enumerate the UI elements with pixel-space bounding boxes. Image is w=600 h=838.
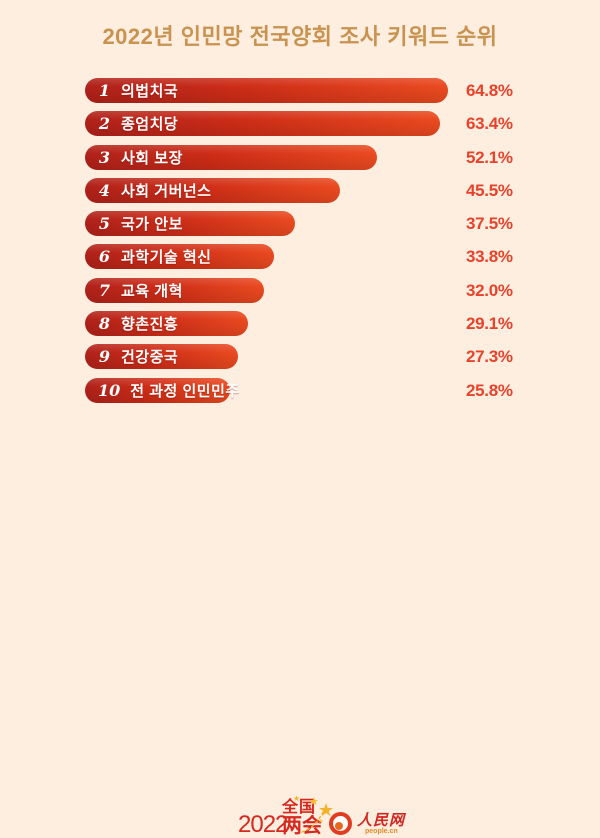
rank-number: 1	[98, 81, 111, 100]
percent-value: 33.8%	[466, 247, 513, 267]
keyword-label: 전 과정 인민민주	[130, 382, 240, 400]
bar-row: 4 사회 거버넌스 45.5%	[0, 177, 600, 203]
keyword-label: 향촌진흥	[121, 316, 179, 334]
infographic-page: 2022년 인민망 전국양회 조사 키워드 순위 1 의법치국 64.8% 2 …	[0, 24, 600, 837]
percent-value: 29.1%	[466, 314, 513, 334]
rank-number: 9	[98, 347, 111, 367]
rank-number: 3	[98, 147, 111, 167]
bar-row: 7 교육 개혁 32.0%	[0, 277, 600, 303]
rank-bar: 6 과학기술 혁신	[85, 244, 275, 270]
peoplecn-domain: people.cn	[365, 828, 398, 835]
rank-number: 2	[98, 114, 111, 134]
percent-value: 45.5%	[466, 180, 513, 200]
percent-value: 37.5%	[466, 214, 513, 234]
footer-logo: 2022 全国 两会 ★ ★ ★ ★ 人民网 people.cn	[0, 398, 600, 837]
keyword-label: 건강중국	[121, 349, 179, 367]
bar-row: 6 과학기술 혁신 33.8%	[0, 244, 600, 270]
bar-row: 1 의법치국 64.8%	[0, 78, 600, 103]
page-title: 2022년 인민망 전국양회 조사 키워드 순위	[102, 24, 498, 49]
logo-quanguo-text: 全国	[282, 799, 317, 816]
rank-bar: 8 향촌진흥	[85, 311, 248, 337]
bar-row: 10 전 과정 인민민주 25.8%	[0, 377, 600, 403]
keyword-label: 교육 개혁	[121, 282, 183, 300]
rank-bar: 9 건강중국	[85, 344, 238, 370]
rank-number: 10	[98, 380, 121, 400]
rank-number: 6	[98, 247, 111, 267]
peoples-daily-name: 人民网	[357, 811, 406, 829]
rank-number: 8	[98, 314, 111, 334]
percent-value: 27.3%	[466, 347, 513, 367]
keyword-bar-chart: 1 의법치국 64.8% 2 종엄치당 63.4% 3 사회 보장 52.1% …	[0, 78, 600, 403]
percent-value: 32.0%	[466, 280, 513, 300]
percent-value: 25.8%	[466, 380, 513, 400]
rank-number: 7	[98, 280, 111, 300]
peoplecn-ring-icon	[329, 812, 352, 835]
keyword-label: 사회 보장	[121, 149, 183, 167]
bar-row: 3 사회 보장 52.1%	[0, 144, 600, 170]
logo-chinese-text: 全国 两会	[282, 800, 322, 837]
peoples-daily-wordmark: 人民网 people.cn	[357, 812, 405, 836]
bar-row: 2 종엄치당 63.4%	[0, 111, 600, 137]
percent-value: 52.1%	[466, 147, 513, 167]
bar-row: 5 국가 안보 37.5%	[0, 211, 600, 237]
rank-bar: 7 교육 개혁	[85, 277, 265, 303]
percent-value: 64.8%	[466, 81, 513, 100]
rank-bar: 10 전 과정 인민민주	[85, 377, 239, 403]
bar-row: 9 건강중국 27.3%	[0, 344, 600, 370]
rank-number: 4	[98, 180, 111, 200]
rank-bar: 4 사회 거버넌스	[85, 177, 340, 203]
keyword-label: 사회 거버넌스	[121, 182, 212, 200]
logo-lianghui-text: 两会	[282, 815, 322, 837]
rank-bar: 2 종엄치당	[85, 111, 440, 137]
rank-bar: 1 의법치국	[85, 78, 448, 103]
keyword-label: 과학기술 혁신	[121, 249, 212, 267]
rank-bar: 5 국가 안보	[85, 211, 295, 237]
logo-year-text: 2022	[238, 811, 288, 838]
keyword-label: 국가 안보	[121, 216, 183, 234]
bar-row: 8 향촌진흥 29.1%	[0, 311, 600, 337]
keyword-label: 의법치국	[121, 83, 179, 100]
percent-value: 63.4%	[466, 114, 513, 134]
rank-number: 5	[98, 214, 111, 234]
rank-bar: 3 사회 보장	[85, 144, 377, 170]
keyword-label: 종엄치당	[121, 116, 179, 134]
